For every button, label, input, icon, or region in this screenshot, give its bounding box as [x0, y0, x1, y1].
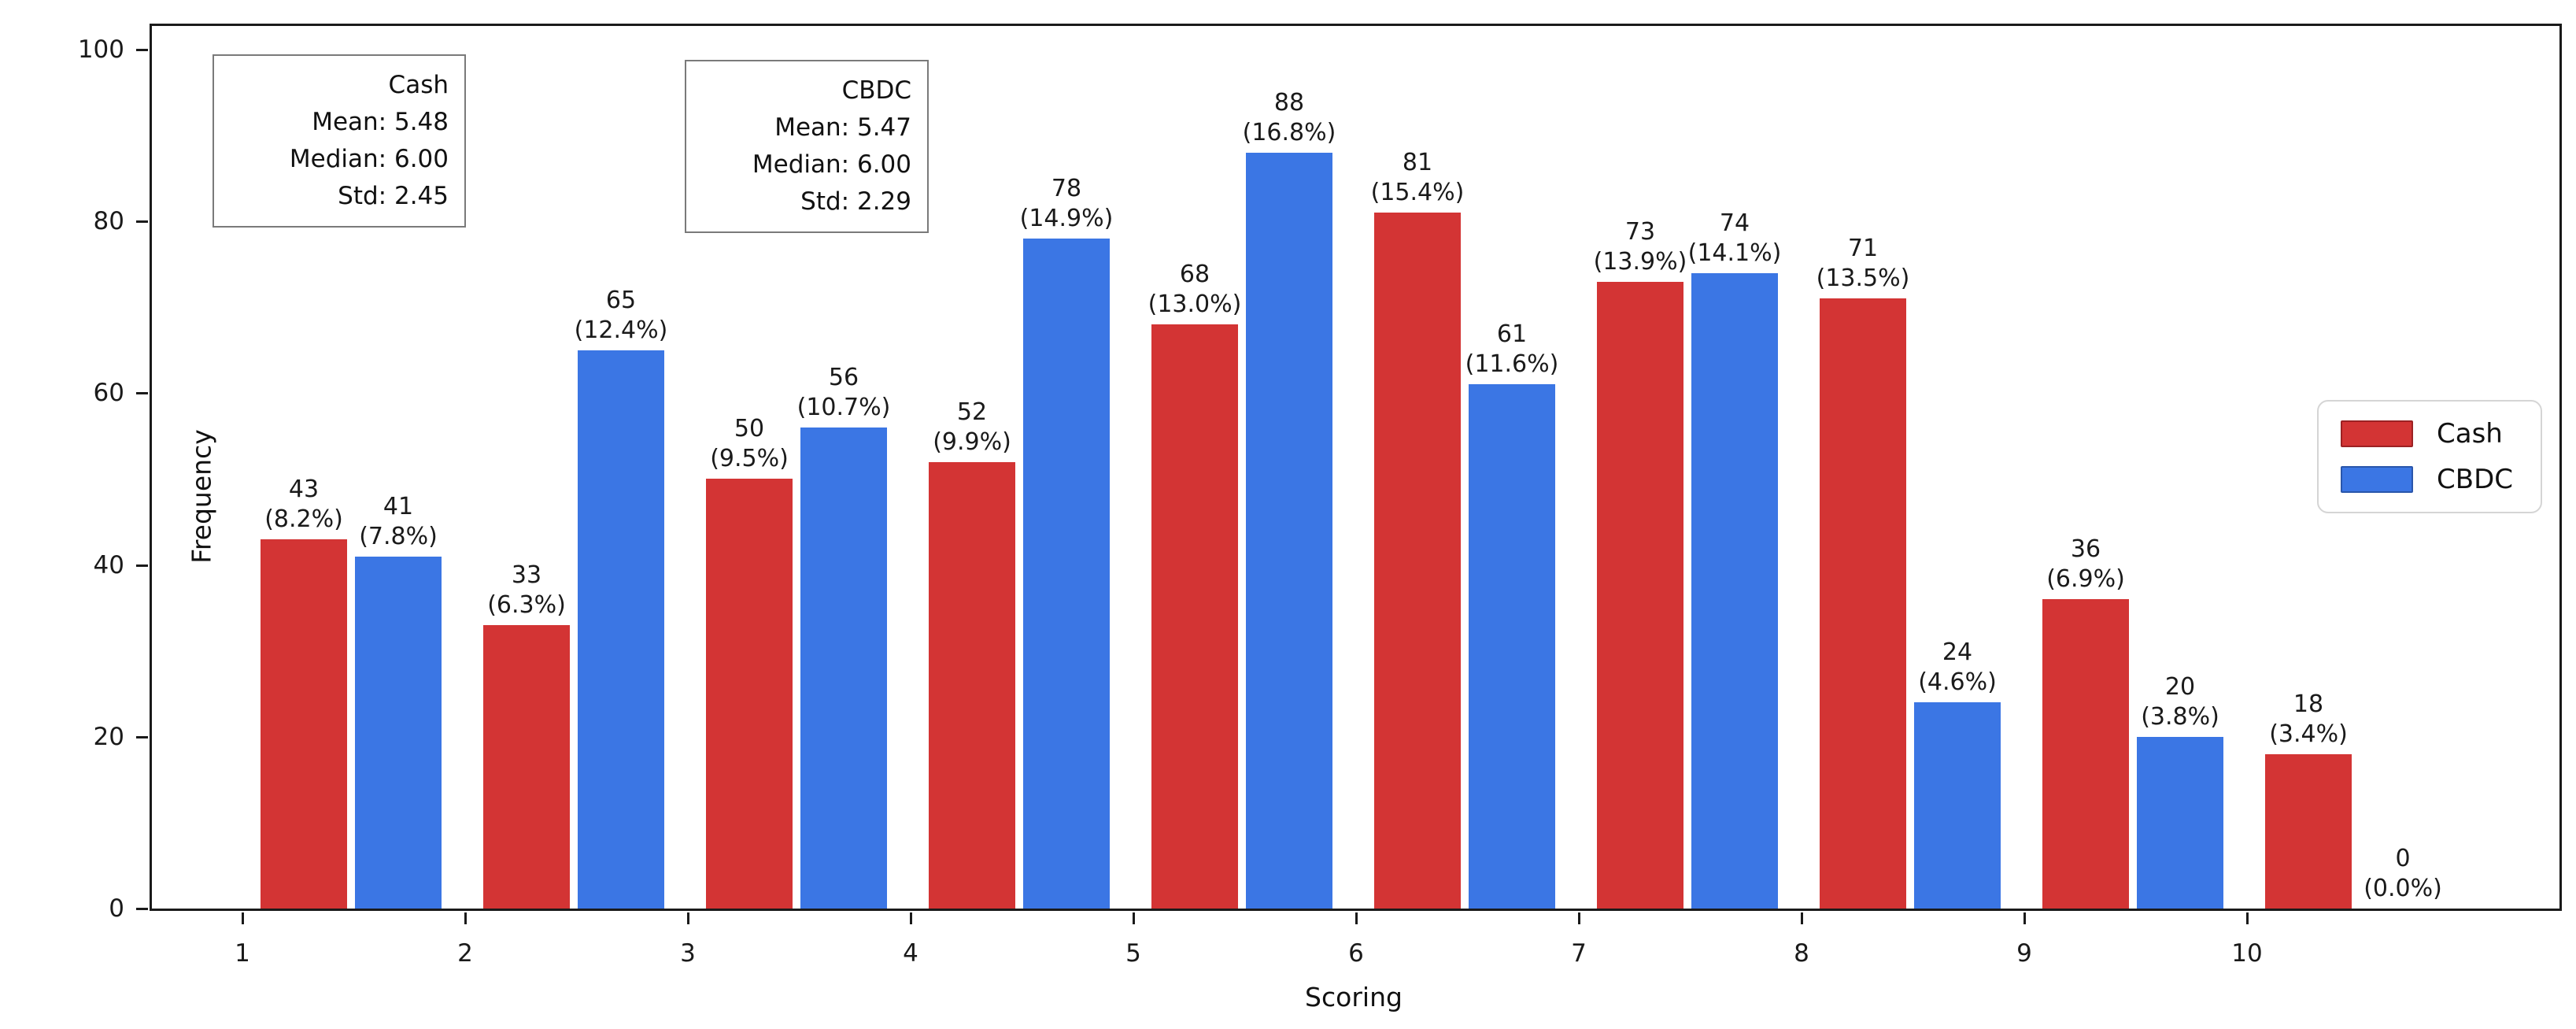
y-tick-mark-0	[136, 908, 148, 910]
x-axis-title: Scoring	[1305, 982, 1403, 1012]
x-tick-mark-1	[242, 912, 244, 924]
bar-cash-8	[1820, 298, 1906, 909]
y-tick-mark-60	[136, 392, 148, 394]
bar-value-label-cash-4: 52 (9.9%)	[933, 398, 1011, 456]
bar-cash-5	[1151, 324, 1238, 909]
bar-cash-1	[261, 539, 347, 909]
bar-value-label-cash-6: 81 (15.4%)	[1370, 149, 1465, 206]
bar-cbdc-4	[1023, 239, 1110, 909]
y-tick-label-80: 80	[93, 207, 124, 235]
stats-cash-mean: Mean: 5.48	[312, 108, 449, 136]
bar-value-label-cbdc-5: 88 (16.8%)	[1242, 89, 1336, 146]
x-tick-mark-6	[1355, 912, 1358, 924]
bar-value-label-cbdc-1: 41 (7.8%)	[359, 493, 438, 550]
x-tick-label-7: 7	[1571, 939, 1587, 968]
cash-swatch-icon	[2341, 420, 2413, 447]
bar-value-label-cbdc-9: 20 (3.8%)	[2141, 673, 2219, 731]
x-tick-label-3: 3	[680, 939, 696, 968]
bar-cbdc-6	[1469, 384, 1555, 909]
bar-cbdc-1	[355, 557, 442, 909]
stats-cash-std: Std: 2.45	[338, 182, 449, 210]
plot-area: Cash Mean: 5.48 Median: 6.00 Std: 2.45 C…	[78, 24, 2562, 968]
stats-cash-title: Cash	[388, 71, 449, 99]
bar-cash-7	[1597, 282, 1683, 909]
legend-label-cbdc: CBDC	[2437, 464, 2513, 495]
y-axis-title: Frequency	[186, 429, 217, 564]
bar-cash-6	[1374, 213, 1461, 909]
x-tick-mark-3	[687, 912, 689, 924]
bar-cbdc-7	[1691, 273, 1778, 909]
legend-label-cash: Cash	[2437, 418, 2503, 450]
bar-value-label-cbdc-3: 56 (10.7%)	[796, 364, 891, 421]
y-tick-mark-20	[136, 736, 148, 738]
bar-cash-4	[929, 462, 1015, 909]
legend-entry-cbdc: CBDC	[2341, 464, 2541, 495]
stats-cbdc-std: Std: 2.29	[800, 187, 911, 216]
y-tick-label-20: 20	[93, 723, 124, 751]
x-tick-mark-9	[2023, 912, 2026, 924]
bar-value-label-cash-9: 36 (6.9%)	[2046, 535, 2125, 593]
stats-box-cash: Cash Mean: 5.48 Median: 6.00 Std: 2.45	[213, 54, 466, 228]
bar-value-label-cash-3: 50 (9.5%)	[710, 415, 789, 472]
y-tick-mark-40	[136, 564, 148, 567]
y-tick-label-100: 100	[77, 35, 124, 64]
legend: Cash CBDC	[2317, 400, 2542, 513]
legend-entry-cash: Cash	[2341, 418, 2541, 450]
cbdc-swatch-icon	[2341, 466, 2413, 493]
bar-value-label-cash-2: 33 (6.3%)	[487, 561, 566, 619]
x-tick-label-8: 8	[1794, 939, 1809, 968]
x-tick-label-9: 9	[2016, 939, 2032, 968]
bar-value-label-cbdc-4: 78 (14.9%)	[1019, 175, 1114, 232]
bar-cbdc-5	[1246, 153, 1332, 909]
bar-value-label-cash-10: 18 (3.4%)	[2269, 690, 2348, 748]
bar-value-label-cbdc-10: 0 (0.0%)	[2363, 845, 2442, 902]
x-tick-mark-8	[1801, 912, 1803, 924]
stats-cbdc-mean: Mean: 5.47	[774, 113, 911, 142]
y-tick-mark-80	[136, 220, 148, 223]
bar-cash-3	[706, 479, 793, 909]
x-tick-label-10: 10	[2231, 939, 2263, 968]
y-tick-label-0: 0	[109, 894, 124, 923]
x-tick-mark-5	[1133, 912, 1135, 924]
bar-cbdc-3	[800, 428, 887, 909]
x-tick-mark-7	[1578, 912, 1580, 924]
x-tick-mark-2	[464, 912, 467, 924]
x-tick-mark-10	[2246, 912, 2249, 924]
bar-cash-10	[2265, 754, 2352, 909]
bar-value-label-cbdc-7: 74 (14.1%)	[1687, 209, 1782, 267]
y-tick-label-60: 60	[93, 379, 124, 407]
stats-cbdc-title: CBDC	[841, 76, 911, 105]
x-tick-label-5: 5	[1125, 939, 1141, 968]
bar-cbdc-2	[578, 350, 664, 909]
bar-cash-2	[483, 625, 570, 909]
x-tick-mark-4	[910, 912, 912, 924]
bar-value-label-cbdc-8: 24 (4.6%)	[1918, 638, 1997, 696]
x-tick-label-4: 4	[903, 939, 918, 968]
x-tick-label-6: 6	[1348, 939, 1364, 968]
stats-box-cbdc: CBDC Mean: 5.47 Median: 6.00 Std: 2.29	[685, 60, 929, 233]
bar-value-label-cash-5: 68 (13.0%)	[1148, 261, 1242, 318]
bar-cbdc-9	[2137, 737, 2223, 909]
bar-value-label-cash-1: 43 (8.2%)	[264, 476, 343, 533]
x-tick-label-1: 1	[235, 939, 250, 968]
stats-cash-median: Median: 6.00	[289, 145, 449, 173]
bar-value-label-cbdc-2: 65 (12.4%)	[574, 287, 668, 344]
bar-value-label-cash-7: 73 (13.9%)	[1593, 218, 1687, 276]
bar-value-label-cash-8: 71 (13.5%)	[1816, 235, 1910, 292]
x-tick-label-2: 2	[457, 939, 473, 968]
bar-cash-9	[2042, 599, 2129, 909]
y-tick-mark-100	[136, 49, 148, 51]
y-tick-label-40: 40	[93, 551, 124, 579]
bar-value-label-cbdc-6: 61 (11.6%)	[1465, 320, 1559, 378]
bar-cbdc-8	[1914, 702, 2001, 909]
stats-cbdc-median: Median: 6.00	[752, 150, 911, 179]
